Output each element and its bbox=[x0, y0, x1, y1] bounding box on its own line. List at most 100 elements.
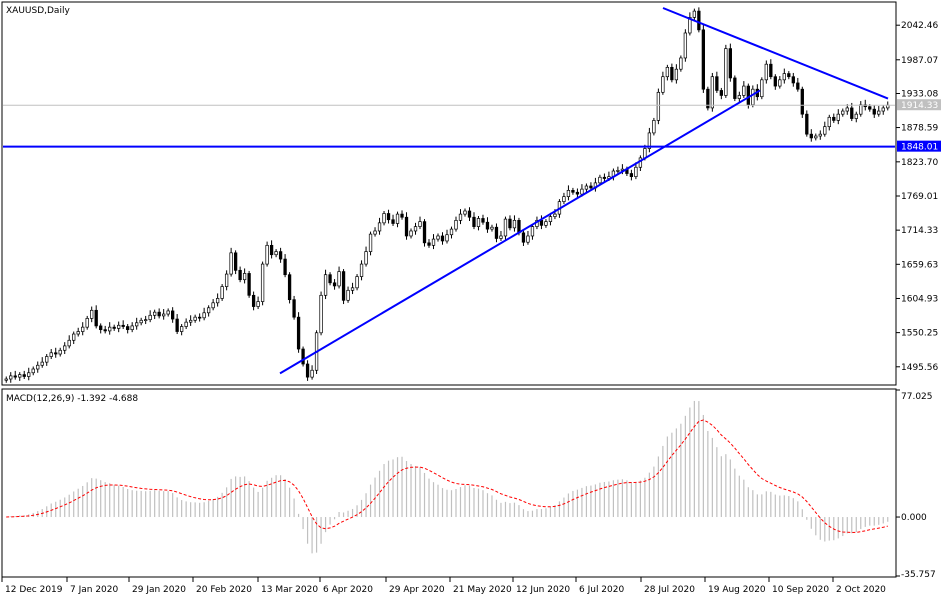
candle-body bbox=[90, 309, 94, 319]
candle-body bbox=[36, 364, 40, 370]
candle-body bbox=[260, 263, 265, 302]
candle-body bbox=[719, 90, 723, 96]
trendlines bbox=[3, 7, 895, 375]
candle-body bbox=[674, 68, 679, 81]
candle-body bbox=[112, 326, 116, 329]
candle-body bbox=[508, 218, 512, 229]
macd-tick-label: 0.000 bbox=[901, 513, 927, 523]
candle-body bbox=[472, 216, 476, 227]
candle-body bbox=[782, 73, 786, 81]
candle-body bbox=[99, 325, 103, 331]
candle-body bbox=[382, 213, 386, 224]
candle-body bbox=[22, 374, 26, 377]
candle-body bbox=[571, 190, 575, 193]
price-tick-label: 1769.01 bbox=[901, 192, 938, 202]
price-tick-label: 1659.63 bbox=[901, 260, 938, 270]
candle-body bbox=[661, 76, 665, 93]
candle-body bbox=[418, 221, 422, 227]
candle-body bbox=[278, 251, 283, 260]
candle-body bbox=[144, 319, 148, 322]
candle-body bbox=[800, 88, 804, 115]
candle-body bbox=[476, 218, 481, 227]
candle-body bbox=[287, 274, 292, 301]
candle-body bbox=[274, 251, 278, 256]
candle-body bbox=[881, 107, 885, 112]
candle-body bbox=[224, 273, 229, 287]
price-pane-frame bbox=[1, 1, 897, 386]
candle-body bbox=[539, 220, 544, 226]
price-axis: 2042.46 1987.07 1933.08 1878.59 1823.70 1769.… bbox=[896, 21, 941, 373]
candle-body bbox=[395, 213, 400, 224]
candle-body bbox=[454, 220, 458, 230]
candle-body bbox=[328, 274, 332, 284]
candle-body bbox=[463, 210, 467, 215]
candle-body bbox=[346, 289, 350, 301]
candle-body bbox=[247, 273, 251, 296]
candle-body bbox=[616, 170, 620, 172]
candle-body bbox=[850, 107, 854, 119]
time-tick-label: 21 May 2020 bbox=[453, 585, 512, 595]
candle-body bbox=[485, 221, 490, 230]
candle-body bbox=[512, 220, 517, 229]
support-price-marker bbox=[897, 140, 941, 152]
candle-body bbox=[373, 230, 377, 235]
candle-body bbox=[283, 258, 287, 276]
candle-body bbox=[179, 326, 184, 332]
candle-body bbox=[584, 185, 589, 190]
candle-body bbox=[809, 133, 813, 139]
price-pane-title: XAUUSD,Daily bbox=[6, 6, 70, 16]
candle-body bbox=[197, 316, 202, 319]
candle-body bbox=[229, 252, 233, 275]
candle-body bbox=[251, 294, 256, 307]
candle-body bbox=[94, 309, 98, 327]
candle-body bbox=[634, 166, 638, 177]
candle-body bbox=[544, 221, 548, 226]
candle-body bbox=[733, 77, 737, 99]
candle-body bbox=[836, 113, 840, 121]
candle-body bbox=[269, 244, 274, 256]
current-price-label: 1914.33 bbox=[901, 101, 938, 111]
macd-tick-label: 77.025 bbox=[901, 392, 933, 402]
candle-body bbox=[769, 63, 773, 78]
candle-body bbox=[103, 329, 107, 332]
candle-body bbox=[265, 244, 269, 265]
candle-body bbox=[814, 135, 818, 139]
support-price-label: 1848.01 bbox=[901, 143, 938, 153]
candle-body bbox=[364, 251, 368, 265]
trendline bbox=[662, 7, 889, 100]
candle-body bbox=[211, 302, 215, 309]
candle-body bbox=[341, 271, 346, 301]
candle-body bbox=[256, 301, 260, 307]
candle-body bbox=[18, 374, 22, 378]
candle-body bbox=[805, 113, 809, 135]
price-tick-label: 1987.07 bbox=[901, 56, 938, 66]
candle-body bbox=[548, 216, 553, 222]
candle-body bbox=[49, 352, 53, 357]
candle-body bbox=[589, 185, 593, 189]
candle-body bbox=[458, 213, 463, 221]
time-tick-label: 6 Apr 2020 bbox=[323, 585, 373, 595]
candle-body bbox=[391, 219, 395, 224]
candle-body bbox=[85, 318, 89, 328]
candle-body bbox=[404, 216, 409, 237]
candle-body bbox=[746, 85, 750, 106]
candle-body bbox=[188, 319, 193, 323]
candle-body bbox=[431, 238, 436, 246]
candle-body bbox=[728, 48, 732, 79]
time-tick-label: 29 Apr 2020 bbox=[389, 585, 445, 595]
price-candles bbox=[3, 7, 895, 383]
candle-body bbox=[845, 107, 849, 112]
candle-body bbox=[206, 307, 211, 314]
candle-body bbox=[45, 356, 49, 363]
candle-body bbox=[305, 363, 310, 378]
candle-body bbox=[233, 252, 238, 271]
candle-body bbox=[697, 10, 701, 31]
candle-body bbox=[751, 88, 755, 106]
candle-body bbox=[598, 176, 602, 184]
candle-body bbox=[58, 349, 62, 355]
time-tick-label: 20 Feb 2020 bbox=[196, 585, 252, 595]
time-tick-label: 19 Aug 2020 bbox=[708, 585, 766, 595]
candle-body bbox=[872, 108, 876, 115]
candle-body bbox=[791, 76, 795, 84]
